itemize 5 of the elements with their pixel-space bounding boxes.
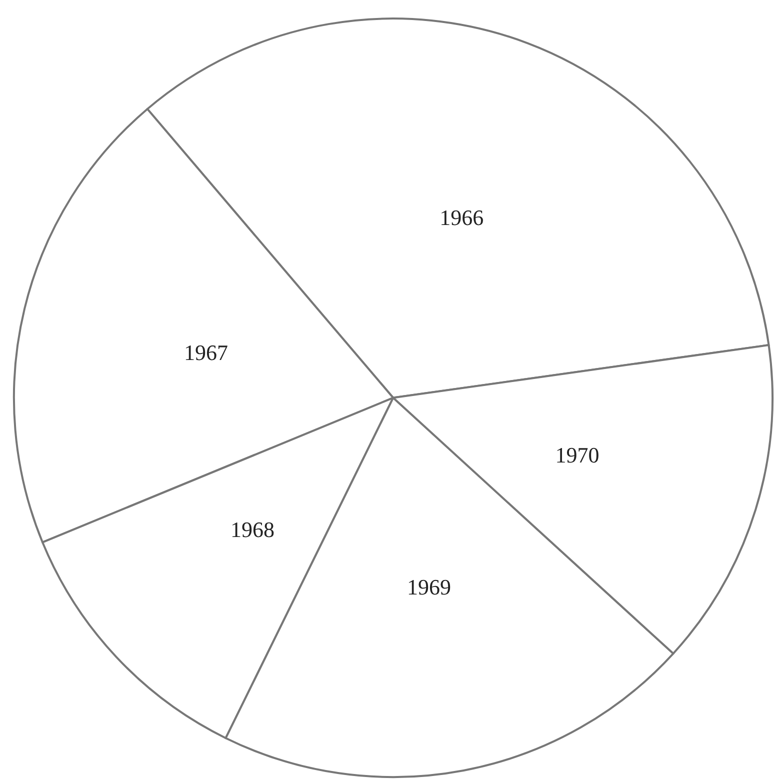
slice-label: 1968 (230, 516, 275, 542)
slice-label: 1967 (184, 340, 228, 366)
slice-label: 1966 (440, 205, 484, 230)
slice-label: 1970 (555, 442, 600, 468)
slice-label: 1969 (406, 574, 451, 600)
